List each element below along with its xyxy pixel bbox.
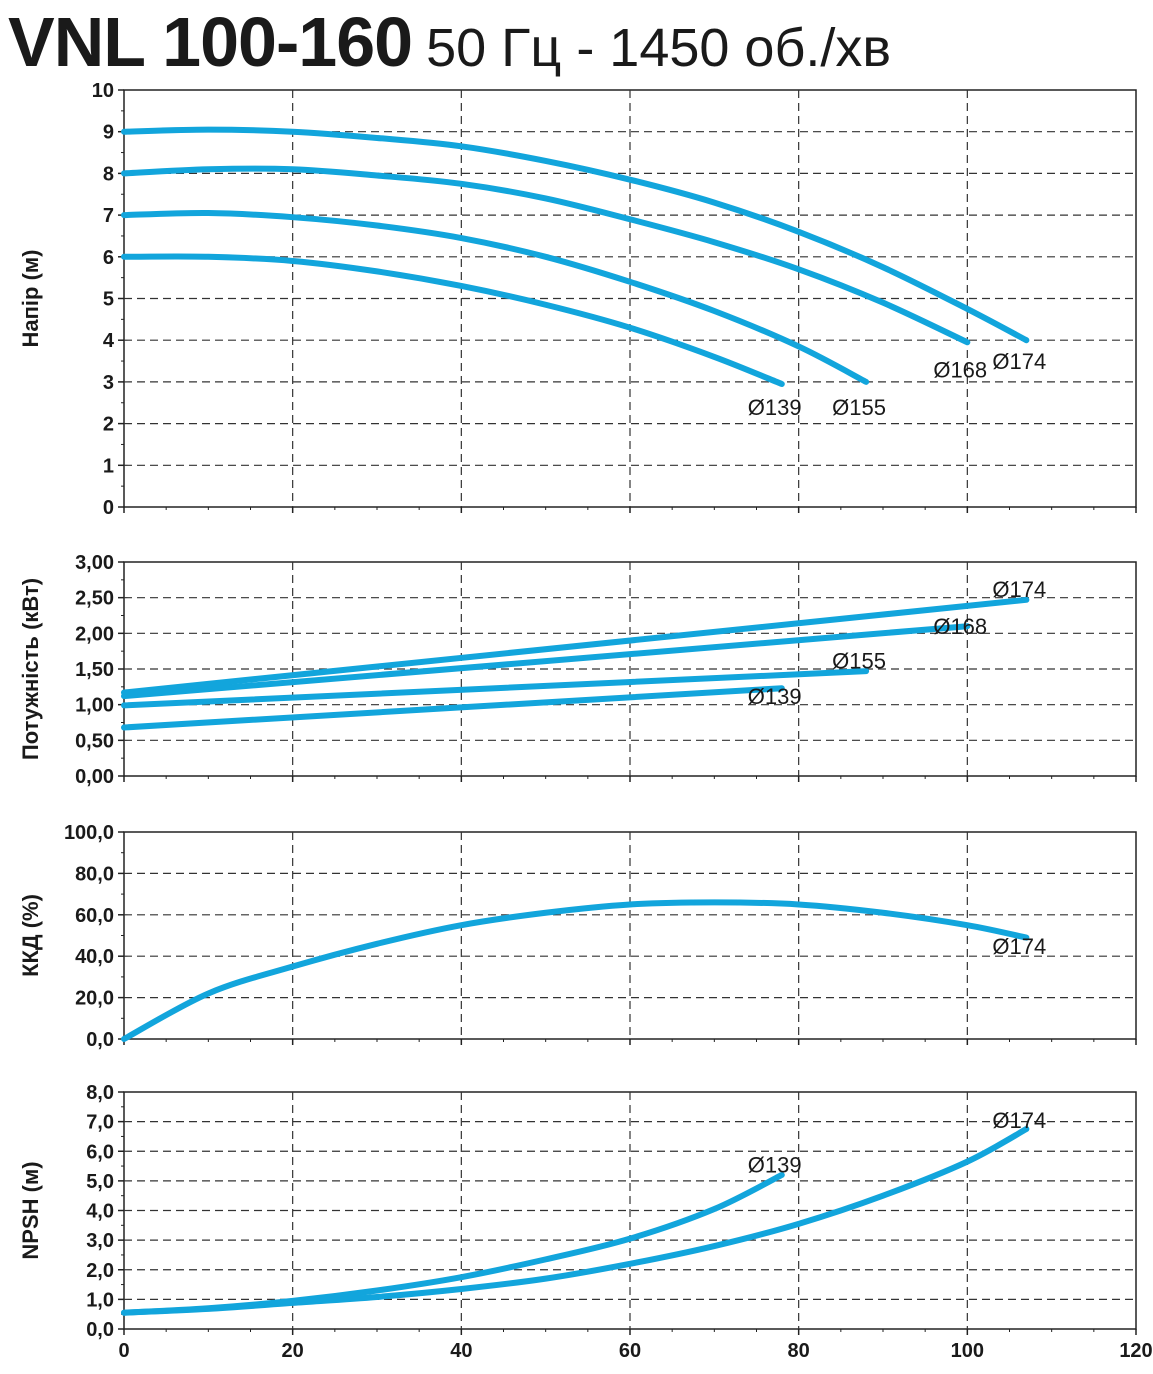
curve-d174 (121, 1126, 1030, 1316)
curve-d174 (121, 596, 1030, 696)
y-tick-label: 40,0 (75, 946, 114, 968)
x-tick-label: 120 (1119, 1340, 1152, 1362)
y-tick-label: 0 (103, 497, 114, 519)
y-tick-label: 1,00 (75, 695, 114, 717)
y-tick-label: 2 (103, 414, 114, 436)
y-tick-label: 5,0 (86, 1171, 114, 1193)
series-label-d139: Ø139 (748, 1153, 802, 1178)
y-tick-label: 5 (103, 289, 114, 311)
y-tick-label: 10 (92, 80, 114, 102)
series-label-d139: Ø139 (748, 395, 802, 420)
series-label-d139: Ø139 (748, 684, 802, 709)
x-tick-label: 0 (118, 1340, 129, 1362)
pump-speed-subtitle: 50 Гц - 1450 об./хв (426, 18, 892, 78)
series-label-d155: Ø155 (832, 395, 886, 420)
series-label-d168: Ø168 (933, 357, 987, 382)
y-axis-label: ККД (%) (18, 894, 43, 977)
y-tick-label: 8 (103, 163, 114, 185)
chart-panel-efficiency: 0,0 20,0 40,0 60,0 80,0 100,0 ККД (%) Ø174 (18, 822, 1137, 1051)
series-label-d168: Ø168 (933, 614, 987, 639)
series-label-d174: Ø174 (992, 349, 1046, 374)
y-tick-label: 4,0 (86, 1201, 114, 1223)
series-label-d174: Ø174 (992, 1108, 1046, 1133)
y-tick-label: 2,0 (86, 1260, 114, 1282)
curve-d139 (121, 685, 785, 731)
y-tick-label: 100,0 (64, 822, 114, 844)
y-tick-label: 3,0 (86, 1230, 114, 1252)
y-tick-label: 0,50 (75, 730, 114, 752)
curve-d139 (121, 253, 785, 387)
y-tick-label: 0,0 (86, 1319, 114, 1341)
y-tick-label: 1,50 (75, 659, 114, 681)
y-tick-label: 60,0 (75, 905, 114, 927)
curve-d155 (121, 209, 870, 385)
y-tick-label: 6,0 (86, 1141, 114, 1163)
y-axis-label: NPSH (м) (18, 1161, 43, 1259)
y-tick-label: 0,00 (75, 766, 114, 788)
y-axis-label: Потужність (кВт) (18, 578, 43, 760)
x-tick-label: 20 (282, 1340, 304, 1362)
x-tick-label: 100 (951, 1340, 984, 1362)
y-tick-label: 0,0 (86, 1029, 114, 1051)
y-tick-label: 3,00 (75, 552, 114, 574)
pump-model-title: VNL 100-160 (8, 3, 413, 81)
y-tick-label: 8,0 (86, 1082, 114, 1104)
x-tick-label: 80 (788, 1340, 810, 1362)
chart-title: VNL 100-160 50 Гц - 1450 об./хв (8, 2, 891, 88)
curve-d174 (121, 126, 1030, 344)
y-tick-label: 1,0 (86, 1289, 114, 1311)
chart-panel-head: 0 1 2 3 4 5 6 7 8 9 10 Напір (м) Ø139 Ø155 Ø168 Ø174 (18, 80, 1137, 519)
y-tick-label: 6 (103, 247, 114, 269)
y-tick-label: 1 (103, 455, 114, 477)
curve-d168 (121, 623, 971, 700)
y-tick-label: 80,0 (75, 863, 114, 885)
curve-d168 (121, 165, 971, 346)
y-tick-label: 3 (103, 372, 114, 394)
x-tick-label: 60 (619, 1340, 641, 1362)
y-axis-label: Напір (м) (18, 249, 43, 347)
curve-d174 (121, 899, 1030, 1042)
chart-panel-npsh: 0,0 1,0 2,0 3,0 4,0 5,0 6,0 7,0 8,0 0 20 40 60 80 100 1… (18, 1082, 1153, 1362)
y-tick-label: 9 (103, 122, 114, 144)
y-tick-label: 7 (103, 205, 114, 227)
y-tick-label: 2,50 (75, 588, 114, 610)
y-tick-label: 7,0 (86, 1112, 114, 1134)
x-tick-label: 40 (450, 1340, 472, 1362)
series-label-d155: Ø155 (832, 648, 886, 673)
chart-panel-power: 0,00 0,50 1,00 1,50 2,00 2,50 3,00 Потужність (… (18, 552, 1137, 788)
series-label-d174: Ø174 (992, 934, 1046, 959)
y-tick-label: 4 (103, 330, 115, 352)
curve-d155 (121, 668, 870, 709)
y-tick-label: 2,00 (75, 623, 114, 645)
y-tick-label: 20,0 (75, 988, 114, 1010)
series-label-d174: Ø174 (992, 577, 1046, 602)
